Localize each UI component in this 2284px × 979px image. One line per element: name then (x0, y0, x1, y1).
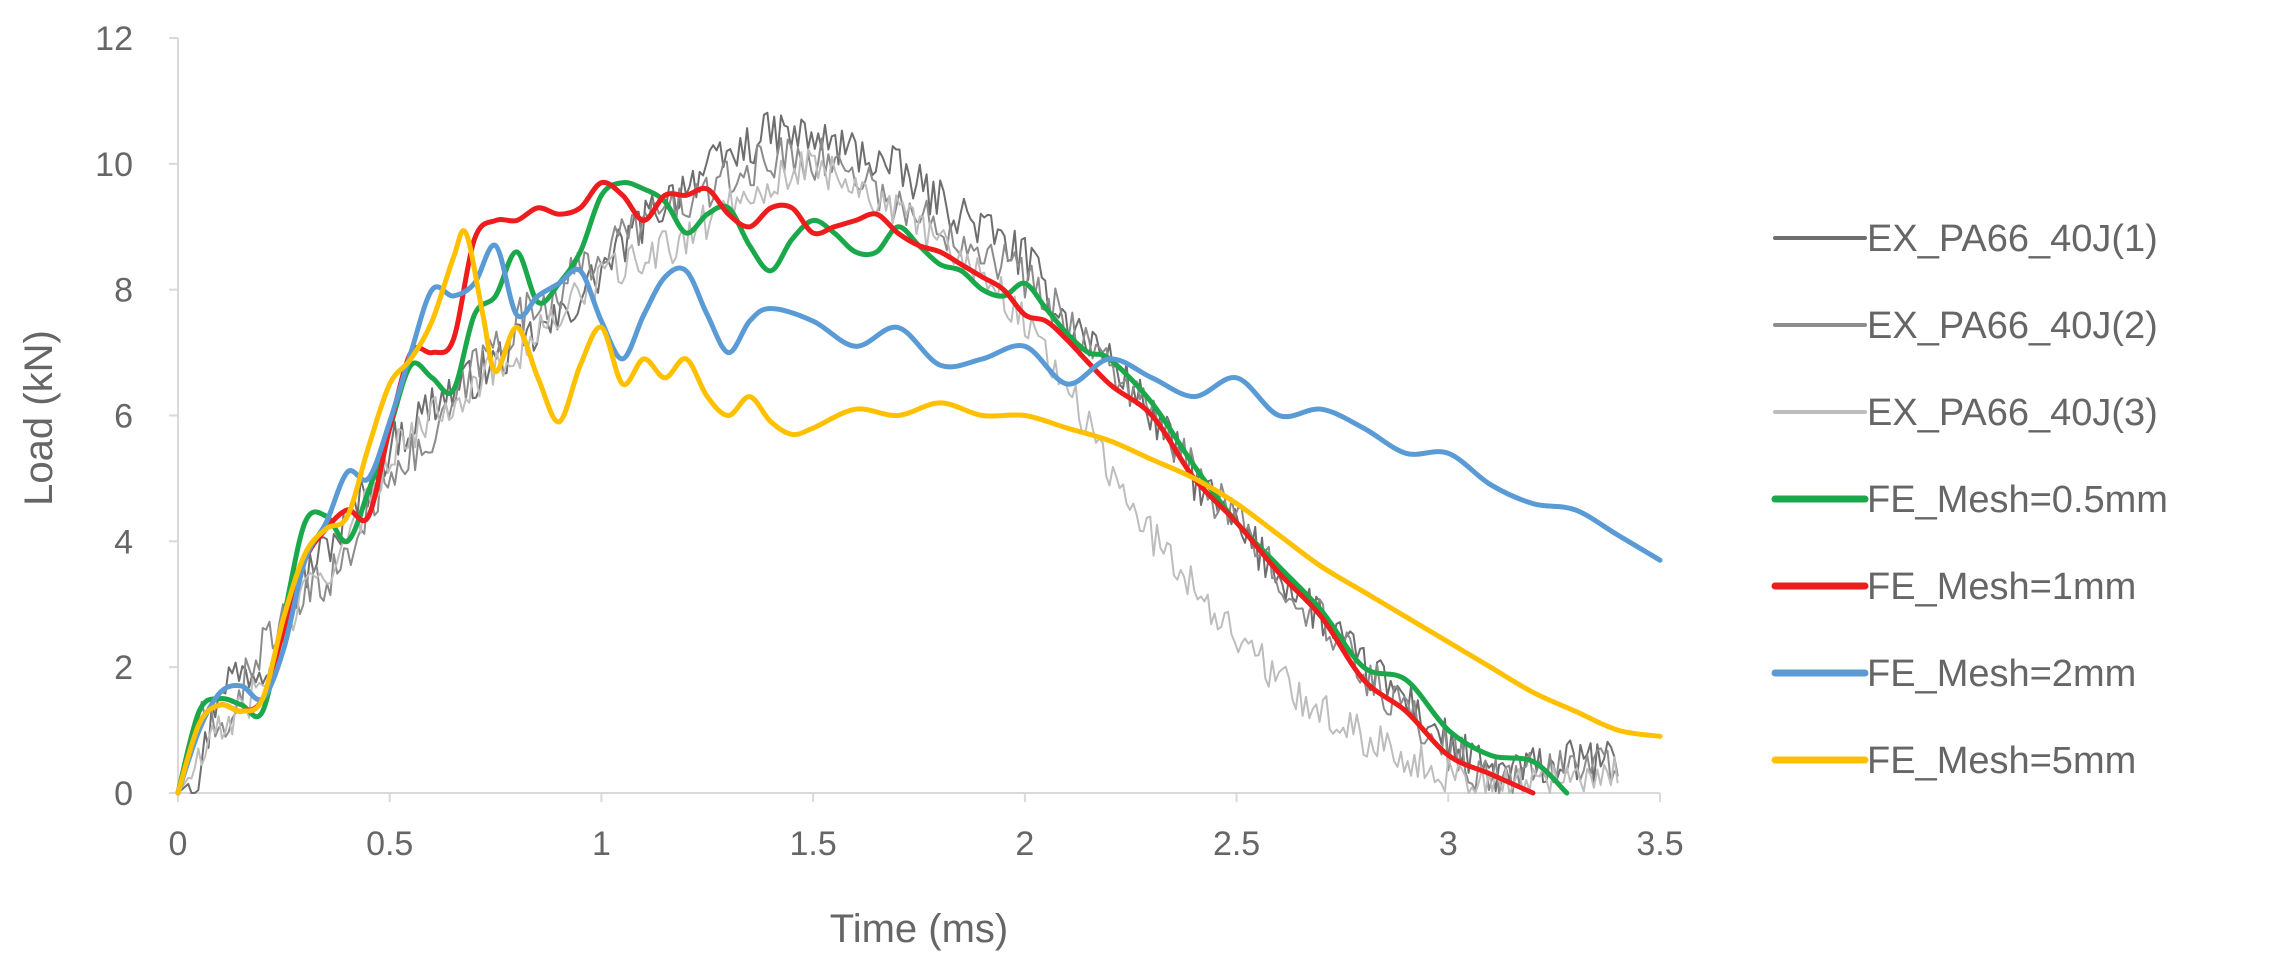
y-tick-label: 8 (114, 272, 133, 310)
x-tick-label: 2 (1015, 825, 1034, 863)
x-axis-title: Time (ms) (830, 907, 1008, 951)
x-tick-label: 0.5 (366, 825, 413, 863)
y-ticks: 0 2 4 6 8 10 12 (95, 20, 178, 813)
legend-label: EX_PA66_40J(3) (1867, 392, 2158, 434)
y-tick-label: 6 (114, 398, 133, 436)
legend-label: FE_Mesh=5mm (1867, 740, 2136, 782)
x-tick-label: 2.5 (1213, 825, 1260, 863)
series-line-5 (175, 179, 1536, 796)
legend-label: FE_Mesh=0.5mm (1867, 479, 2168, 521)
legend-label: FE_Mesh=2mm (1867, 653, 2136, 695)
plot-area: 0 2 4 6 8 10 12 0 0.5 1 1.5 2 2.5 3 3.5 (95, 20, 1683, 863)
legend-label: EX_PA66_40J(1) (1867, 218, 2158, 260)
y-tick-label: 0 (114, 775, 133, 813)
y-axis-title: Load (kN) (17, 330, 61, 506)
legend: EX_PA66_40J(1) EX_PA66_40J(2) EX_PA66_40J(… (1771, 218, 2168, 782)
y-tick-label: 12 (95, 20, 133, 58)
x-ticks: 0 0.5 1 1.5 2 2.5 3 3.5 (169, 793, 1684, 863)
series-line-4 (175, 180, 1570, 796)
series-line-3 (177, 148, 1619, 794)
x-tick-label: 0 (169, 825, 188, 863)
series-layer (175, 111, 1663, 796)
legend-label: EX_PA66_40J(2) (1867, 305, 2158, 347)
x-tick-label: 3.5 (1636, 825, 1683, 863)
x-tick-label: 1.5 (790, 825, 837, 863)
series-line-7 (175, 228, 1663, 796)
series-line-1 (177, 111, 1619, 794)
y-tick-label: 4 (114, 523, 133, 561)
y-tick-label: 2 (114, 649, 133, 687)
series-line-6 (175, 242, 1663, 796)
y-tick-label: 10 (95, 146, 133, 184)
x-tick-label: 3 (1439, 825, 1458, 863)
legend-label: FE_Mesh=1mm (1867, 566, 2136, 608)
x-tick-label: 1 (592, 825, 611, 863)
